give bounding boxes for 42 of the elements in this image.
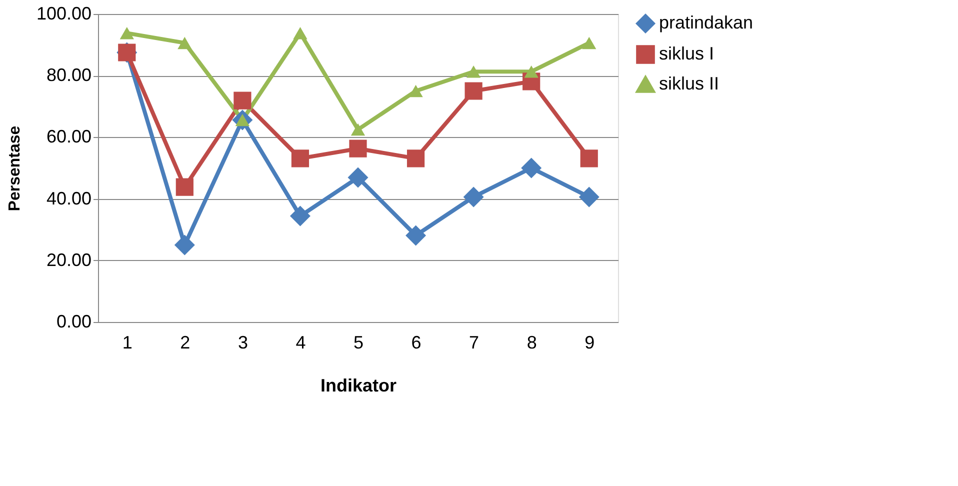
y-tick-label: 60.00 (46, 126, 92, 147)
y-tick-label: 80.00 (46, 65, 92, 86)
x-tick-label: 9 (584, 332, 595, 352)
point (464, 82, 482, 100)
legend-label: siklus I (659, 44, 714, 64)
x-tick-label: 6 (411, 332, 422, 352)
point (466, 65, 481, 78)
point (290, 206, 310, 226)
point (463, 186, 484, 208)
x-tick-label: 3 (238, 332, 248, 352)
point (348, 167, 368, 188)
point (174, 234, 195, 256)
point (234, 92, 252, 110)
legend-label: siklus II (659, 74, 720, 94)
point (176, 178, 194, 196)
y-tick-label: 100.00 (36, 4, 92, 24)
point (349, 140, 367, 158)
x-tick-label: 7 (469, 332, 480, 352)
x-tick-label: 5 (353, 332, 364, 352)
point (580, 150, 598, 168)
x-axis-title: Indikator (320, 376, 397, 396)
point (350, 123, 366, 136)
x-tick-label: 1 (122, 332, 132, 352)
point (582, 36, 596, 50)
point (521, 158, 542, 178)
point (293, 26, 308, 40)
y-axis-title: Persentase (6, 126, 24, 212)
point (120, 26, 134, 40)
point (291, 150, 310, 168)
y-tick-label: 0.00 (56, 312, 92, 332)
y-tick-label: 20.00 (46, 250, 92, 270)
x-tick-label: 2 (180, 332, 190, 352)
point (406, 225, 426, 246)
point (178, 36, 192, 50)
point (578, 186, 600, 208)
point (408, 84, 423, 98)
x-tick-label: 8 (526, 332, 537, 352)
y-tick-label: 40.00 (46, 188, 92, 208)
legend-label: pratindakan (659, 12, 754, 32)
point (524, 65, 538, 78)
point (406, 150, 425, 168)
x-tick-label: 4 (296, 332, 306, 352)
